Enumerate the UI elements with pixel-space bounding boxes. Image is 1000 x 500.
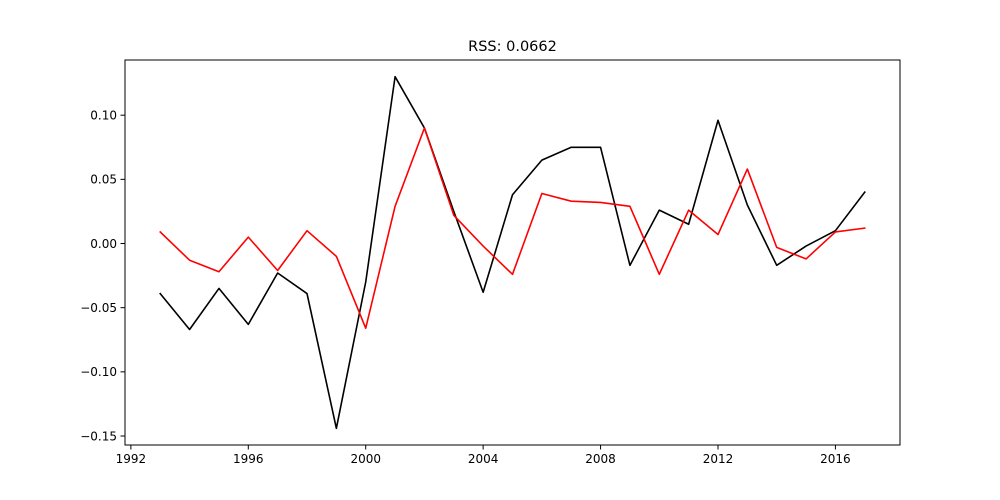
y-tick-label: −0.05	[80, 301, 117, 315]
x-axis: 1992 1996 2000 2004 2008 2012 2016	[116, 445, 851, 466]
y-tick-label: −0.10	[80, 365, 117, 379]
x-tick-label: 2012	[703, 452, 734, 466]
y-tick-label: −0.15	[80, 429, 117, 443]
y-axis: −0.15 −0.10 −0.05 0.00 0.05 0.10	[80, 108, 125, 443]
series-black-line	[159, 75, 866, 430]
x-tick-label: 2004	[468, 452, 499, 466]
x-tick-label: 2008	[585, 452, 616, 466]
x-tick-label: 1992	[116, 452, 147, 466]
x-tick-label: 2016	[820, 452, 851, 466]
chart-title: RSS: 0.0662	[468, 39, 557, 55]
x-tick-label: 1996	[233, 452, 264, 466]
y-tick-label: 0.10	[90, 108, 117, 122]
y-tick-label: 0.05	[90, 173, 117, 187]
series-red-line	[159, 127, 866, 330]
series-layer	[159, 75, 866, 430]
y-tick-label: 0.00	[90, 237, 117, 251]
x-tick-label: 2000	[350, 452, 381, 466]
plot-area	[124, 59, 901, 446]
